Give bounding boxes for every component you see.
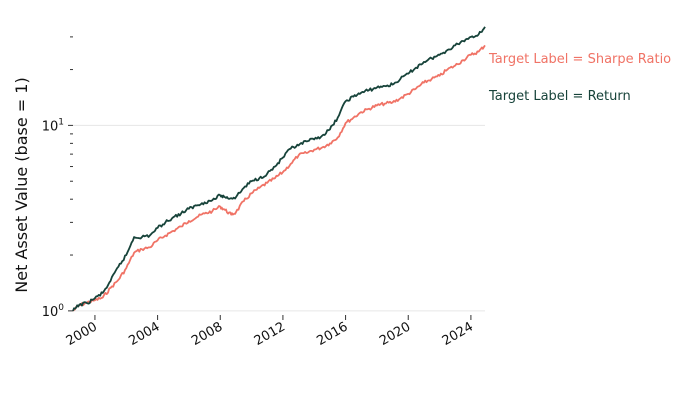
x-axis: 2000 2004 2008 2012 2016 2020 2024 xyxy=(64,315,476,349)
x-tick-label: 2016 xyxy=(314,319,350,349)
x-tick-label: 2000 xyxy=(64,319,100,349)
legend-label: Target Label = Return xyxy=(488,89,631,104)
x-tick-label: 2004 xyxy=(126,319,162,349)
x-tick-label: 2008 xyxy=(189,319,225,349)
y-axis: 100 101 xyxy=(42,36,73,320)
series-lines xyxy=(72,26,486,312)
legend: Target Label = Sharpe Ratio Target Label … xyxy=(488,52,671,104)
y-axis-title: Net Asset Value (base = 1) xyxy=(12,77,31,292)
grid-lines xyxy=(73,124,485,312)
y-tick-label: 100 xyxy=(42,303,65,320)
x-tick-label: 2020 xyxy=(377,319,413,349)
legend-label: Target Label = Sharpe Ratio xyxy=(488,52,671,67)
x-tick-label: 2012 xyxy=(252,319,288,349)
series-line xyxy=(72,26,486,312)
y-tick-label: 101 xyxy=(42,117,64,134)
series-line xyxy=(72,44,486,312)
x-tick-label: 2024 xyxy=(440,319,476,349)
